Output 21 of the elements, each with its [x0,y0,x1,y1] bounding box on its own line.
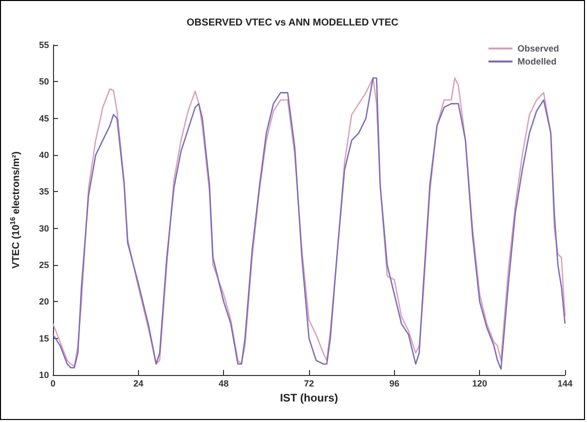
y-tick-label: 20 [38,296,49,307]
x-tick-label: 96 [389,378,400,388]
y-tick-label: 30 [38,223,49,234]
y-tick-label: 25 [38,260,49,270]
x-tick-label: 24 [133,378,144,388]
legend-label: Modelled [517,56,556,66]
y-tick-label: 35 [38,186,49,197]
y-tick-label: 10 [38,370,49,380]
x-tick-label: 72 [304,378,314,388]
y-tick-label: 15 [38,333,49,344]
x-tick-label: 48 [218,378,229,388]
chart-title: OBSERVED VTEC vs ANN MODELLED VTEC [186,18,398,28]
x-tick-label: 144 [557,378,573,388]
legend-label: Observed [517,44,560,54]
x-axis-title: IST (hours) [280,392,338,404]
x-tick-label: 0 [50,378,56,388]
y-tick-label: 45 [38,113,49,124]
x-tick-label: 120 [472,378,488,388]
y-tick-label: 55 [38,40,49,50]
y-tick-label: 50 [38,76,49,87]
y-tick-label: 40 [38,150,49,160]
